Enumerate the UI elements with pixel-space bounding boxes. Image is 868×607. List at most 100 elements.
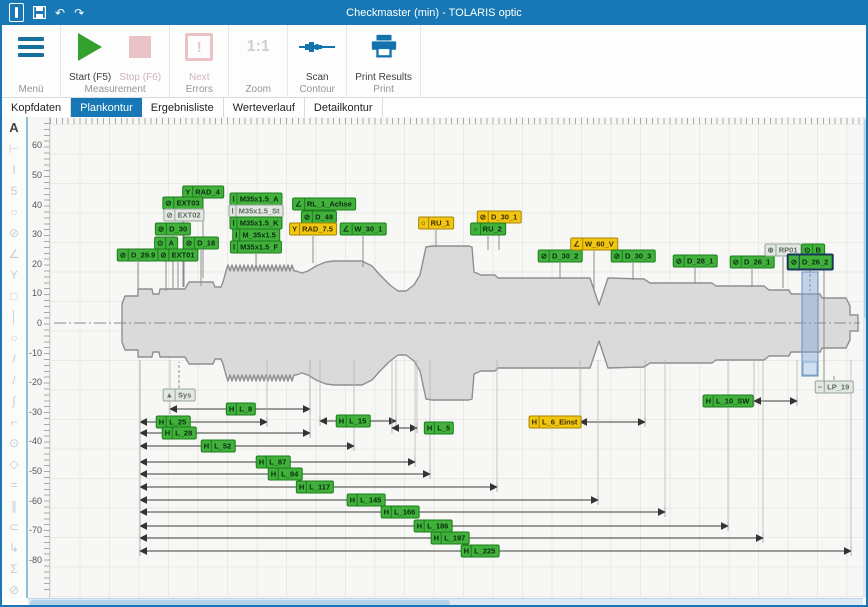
next-button[interactable]: ! Next <box>175 29 223 83</box>
button-label: Scan <box>305 72 329 83</box>
rect-tool[interactable]: □ <box>10 288 18 303</box>
measurement-label-text: D_29.9 <box>131 250 156 260</box>
measurement-label-l-5[interactable]: H L_5 <box>423 421 455 435</box>
sum-tool[interactable]: Σ <box>10 561 18 576</box>
step-tool[interactable]: 5 <box>10 183 18 198</box>
parallel-tool[interactable]: ∥ <box>11 498 17 513</box>
curve-tool[interactable]: ∫ <box>12 393 16 408</box>
measurement-label-rl-1-achse[interactable]: ∠ RL_1_Achse <box>292 197 356 211</box>
measurement-label-l-10-sw[interactable]: H L_10_SW <box>702 394 754 408</box>
measurement-label-m35x1-5-f[interactable]: Ⅰ M35x1.5_F <box>229 240 283 254</box>
diamond-tool[interactable]: ◇ <box>9 456 19 471</box>
angle-tool[interactable]: ∠ <box>8 246 20 261</box>
corner-tool[interactable]: ⌐ <box>10 414 18 429</box>
ruler-value-10: 10 <box>31 288 42 299</box>
measurement-label-text: D_48 <box>315 212 334 222</box>
crossed-tool[interactable]: ⊘ <box>8 582 20 597</box>
measurement-label-text: L_5 <box>437 423 451 433</box>
measurement-type-icon: ⊘ <box>163 197 175 209</box>
measurement-label-l-28[interactable]: H L_28 <box>161 426 197 440</box>
measurement-label-l-6-einst[interactable]: H L_6_Einst <box>528 415 582 429</box>
scan-contour-icon <box>299 42 336 52</box>
measurement-label-d-30-3[interactable]: ⊘ D_30_3 <box>610 249 656 263</box>
measurement-label-l-117[interactable]: H L_117 <box>295 480 335 494</box>
text-tool[interactable]: A <box>9 120 19 135</box>
redo-icon[interactable]: ↷ <box>74 5 85 20</box>
measurement-label-d-30[interactable]: ⊘ D_30 <box>154 222 192 236</box>
measurement-label-text: L_186 <box>427 521 449 531</box>
diameter-tool[interactable]: ⊘ <box>8 225 20 240</box>
measurement-label-l-166[interactable]: H L_166 <box>380 505 420 519</box>
tab-detailkontur[interactable]: Detailkontur <box>305 98 383 117</box>
vline-tool[interactable]: │ <box>10 309 18 324</box>
tab-werteverlauf[interactable]: Werteverlauf <box>224 98 305 117</box>
arc-tool[interactable]: ⊂ <box>8 519 20 534</box>
horizontal-scrollbar-thumb[interactable] <box>30 600 450 605</box>
app-probe-icon[interactable] <box>9 3 24 22</box>
start-f5-button[interactable]: Start (F5) <box>66 29 114 83</box>
measurement-label-d-30-2[interactable]: ⊘ D_30_2 <box>537 249 583 263</box>
measurement-type-icon: H <box>530 416 540 428</box>
measurement-label-sys[interactable]: ▲ Sys <box>162 388 196 402</box>
radius-tool[interactable]: Y <box>9 267 18 282</box>
measurement-label-l-52[interactable]: H L_52 <box>200 439 236 453</box>
tab-ergebnisliste[interactable]: Ergebnisliste <box>142 98 224 117</box>
play-icon <box>78 33 103 61</box>
vertical-scrollbar-thumb[interactable] <box>864 119 866 319</box>
height-tool[interactable]: ⊢ <box>8 141 20 156</box>
branch-tool[interactable]: ↳ <box>8 540 20 555</box>
measurement-label-text: EXT01 <box>171 250 195 260</box>
measurement-type-icon: ⊘ <box>731 256 743 268</box>
measurement-label-ext01[interactable]: ⊘ EXT01 <box>157 248 199 262</box>
button-label: Print Results <box>355 72 412 83</box>
ruler-value--60: -60 <box>28 495 42 506</box>
scan-button[interactable]: Scan <box>293 29 341 83</box>
measurement-label-l-197[interactable]: H L_197 <box>430 531 470 545</box>
measurement-label-l-145[interactable]: H L_145 <box>346 493 386 507</box>
measurement-type-icon: ∠ <box>293 198 305 210</box>
measurement-type-icon: H <box>227 403 238 415</box>
tab-plankontur[interactable]: Plankontur <box>71 98 142 117</box>
menu-button[interactable] <box>7 29 55 83</box>
horizontal-scrollbar[interactable] <box>28 598 863 605</box>
measurement-label-text: L_10_SW <box>716 396 750 406</box>
measurement-label-l-94[interactable]: H L_94 <box>267 467 303 481</box>
ruler-value-20: 20 <box>31 258 42 269</box>
ribbon-group-label-zoom: Zoom <box>245 84 272 95</box>
measurement-label-m35x1-5-k[interactable]: Ⅰ M35x1.5_K <box>229 216 283 230</box>
slope-tool[interactable]: / <box>12 372 16 387</box>
zoom-button[interactable]: 1:1 <box>234 29 282 83</box>
measurement-label-ru-1[interactable]: ○ RU_1 <box>418 216 454 230</box>
measurement-label-ext02[interactable]: ⊘ EXT02 <box>163 208 205 222</box>
undo-icon[interactable]: ↶ <box>55 5 66 20</box>
measurement-label-lp-19[interactable]: − LP_19 <box>814 380 854 394</box>
measurement-label-d-29-9[interactable]: ⊘ D_29.9 <box>116 248 160 262</box>
measurement-type-icon: ⊕ <box>765 244 777 256</box>
measurement-label-w-30-1[interactable]: ∠ W_30_1 <box>339 222 387 236</box>
ribbon-group-menu: Menü <box>2 25 61 97</box>
measurement-label-d-28-1[interactable]: ⊘ D_28_1 <box>672 254 718 268</box>
equal-tool[interactable]: = <box>10 477 18 492</box>
measurement-label-text: L_8 <box>239 404 253 414</box>
ellipse-tool[interactable]: ○ <box>10 330 18 345</box>
tab-kopfdaten[interactable]: Kopfdaten <box>2 98 72 117</box>
measurement-label-d-26-2[interactable]: ⊘ D_26_2 <box>786 253 834 271</box>
measurement-label-text: M35x1.5_A <box>239 194 279 204</box>
runout-tool[interactable]: ⊙ <box>8 435 20 450</box>
slash-tool[interactable]: / <box>12 351 16 366</box>
measurement-label-d-26-1[interactable]: ⊘ D_26_1 <box>729 255 775 269</box>
vertical-scrollbar[interactable] <box>863 117 866 598</box>
measurement-label-ru-2[interactable]: ○ RU_2 <box>470 222 506 236</box>
save-icon[interactable] <box>33 6 46 19</box>
circle-tool[interactable]: ○ <box>10 204 18 219</box>
ibeam-tool[interactable]: Ⅰ <box>12 162 16 177</box>
stop-f6-button[interactable]: Stop (F6) <box>116 29 164 83</box>
measurement-label-rad-7-5[interactable]: Y RAD_7.5 <box>289 222 337 236</box>
measurement-label-l-8[interactable]: H L_8 <box>225 402 257 416</box>
print-results-button[interactable]: Print Results <box>352 29 415 83</box>
measurement-label-l-225[interactable]: H L_225 <box>460 544 500 558</box>
measurement-label-w-60-v[interactable]: ∠ W_60_V <box>570 237 618 251</box>
measurement-label-text: RAD_7.5 <box>302 224 333 234</box>
ruler-value--70: -70 <box>28 525 42 536</box>
measurement-label-l-15[interactable]: H L_15 <box>335 414 371 428</box>
